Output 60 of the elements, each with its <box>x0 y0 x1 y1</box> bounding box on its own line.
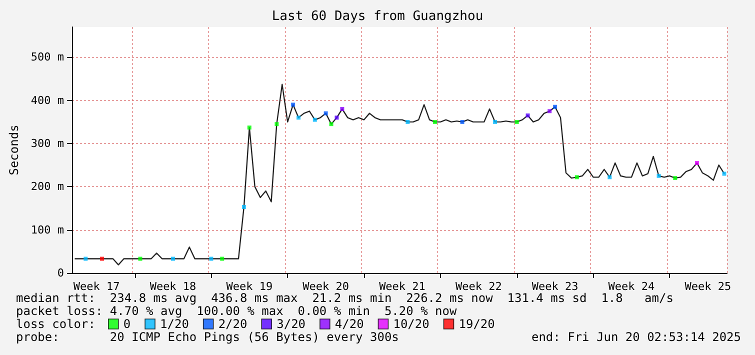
point <box>340 107 344 111</box>
point <box>138 256 142 261</box>
point <box>220 256 224 261</box>
point <box>526 113 530 118</box>
legend-label: 19/20 <box>458 317 495 331</box>
legend-label: 0 <box>123 317 131 331</box>
point <box>100 256 104 261</box>
y-tick-label: 0 <box>57 266 64 280</box>
point <box>493 120 498 124</box>
point <box>312 118 317 122</box>
x-tick-label: Week 25 <box>684 280 732 293</box>
text: packet loss: 4.70 % avg 100.00 % max 0.00 % min 5.20 % now <box>16 304 458 318</box>
legend-label: 1/20 <box>160 317 189 331</box>
point <box>170 256 175 261</box>
point <box>334 116 339 120</box>
point <box>553 104 558 109</box>
text: loss color: <box>16 317 96 331</box>
point <box>329 122 334 126</box>
point <box>84 256 88 261</box>
point <box>296 116 301 120</box>
point <box>291 102 296 107</box>
legend-label: 2/20 <box>218 317 248 331</box>
x-tick-label: Week 19 <box>226 280 273 293</box>
x-tick-label: Week 24 <box>608 280 656 293</box>
point <box>574 175 579 180</box>
point <box>694 160 699 165</box>
y-tick-label: 100 m <box>30 223 64 236</box>
point <box>406 120 410 124</box>
text: median rtt: 234.8 ms avg 436.8 ms max 21.2 ms min 226.2 ms now 131.4 ms sd 1.8 am/s <box>16 291 674 305</box>
x-tick-label: Week 17 <box>73 280 120 293</box>
line-series <box>74 84 725 266</box>
point <box>432 120 437 124</box>
legend-label: 4/20 <box>334 317 364 331</box>
point <box>247 126 252 130</box>
text: probe: 20 ICMP Echo Pings (56 Bytes) every 300s <box>16 330 399 344</box>
point <box>722 172 726 176</box>
point <box>656 174 661 178</box>
point <box>274 122 279 126</box>
chart-title: Last 60 Days from Guangzhou <box>272 9 484 24</box>
y-axis-title: Seconds <box>7 124 21 176</box>
x-tick-label: Week 22 <box>455 280 502 293</box>
point <box>608 175 612 180</box>
y-tick-label: 200 m <box>30 180 64 194</box>
x-tick-label: Week 21 <box>379 280 426 293</box>
point <box>209 256 214 261</box>
x-tick-label: Week 20 <box>302 280 349 293</box>
point <box>242 204 246 209</box>
point <box>548 109 552 114</box>
point <box>514 120 519 124</box>
legend-label: 10/20 <box>393 317 430 331</box>
x-tick-label: Week 23 <box>532 280 578 293</box>
legend-label: 3/20 <box>276 317 306 331</box>
point <box>324 111 328 116</box>
text: end: Fri Jun 20 02:53:14 2025 <box>531 330 741 344</box>
point <box>673 176 678 180</box>
y-tick-label: 300 m <box>30 137 64 150</box>
y-tick-label: 400 m <box>30 94 64 107</box>
point <box>460 120 464 124</box>
x-tick-label: Week 18 <box>150 280 196 293</box>
y-tick-label: 500 m <box>30 50 64 64</box>
